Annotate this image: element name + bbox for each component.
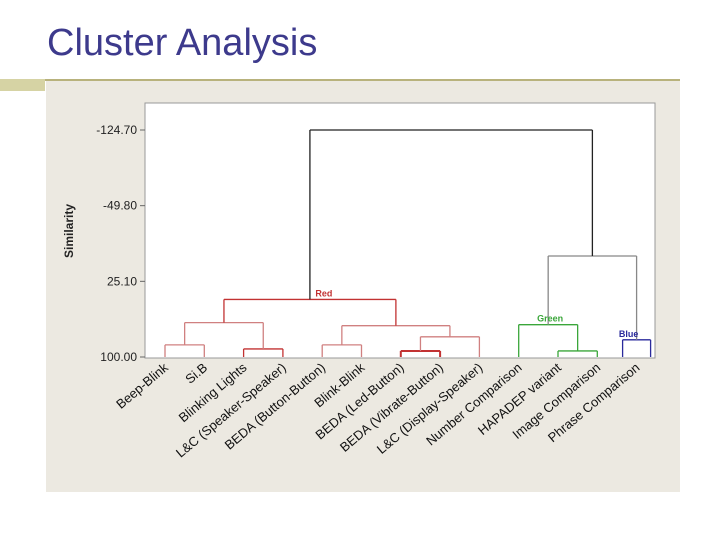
title-accent-block	[0, 79, 45, 91]
dendrogram-chart: Similarity -124.70 -49.80 25.10 100.00 Red G…	[62, 102, 656, 460]
y-tick-label: 25.10	[107, 274, 137, 288]
y-axis-label: Similarity	[62, 204, 76, 258]
leaf-label: Beep-Blink	[113, 359, 171, 411]
cluster-label: Red	[315, 288, 332, 298]
title-underline	[0, 79, 680, 81]
y-tick-label: 100.00	[100, 350, 137, 364]
cluster-label: Green	[537, 314, 563, 324]
slide-title: Cluster Analysis	[47, 22, 318, 64]
y-tick-label: -124.70	[96, 123, 137, 137]
y-tick-label: -49.80	[103, 199, 137, 213]
cluster-label: Blue	[619, 329, 639, 339]
leaf-label: Si.B	[182, 360, 210, 387]
plot-area	[144, 102, 656, 359]
